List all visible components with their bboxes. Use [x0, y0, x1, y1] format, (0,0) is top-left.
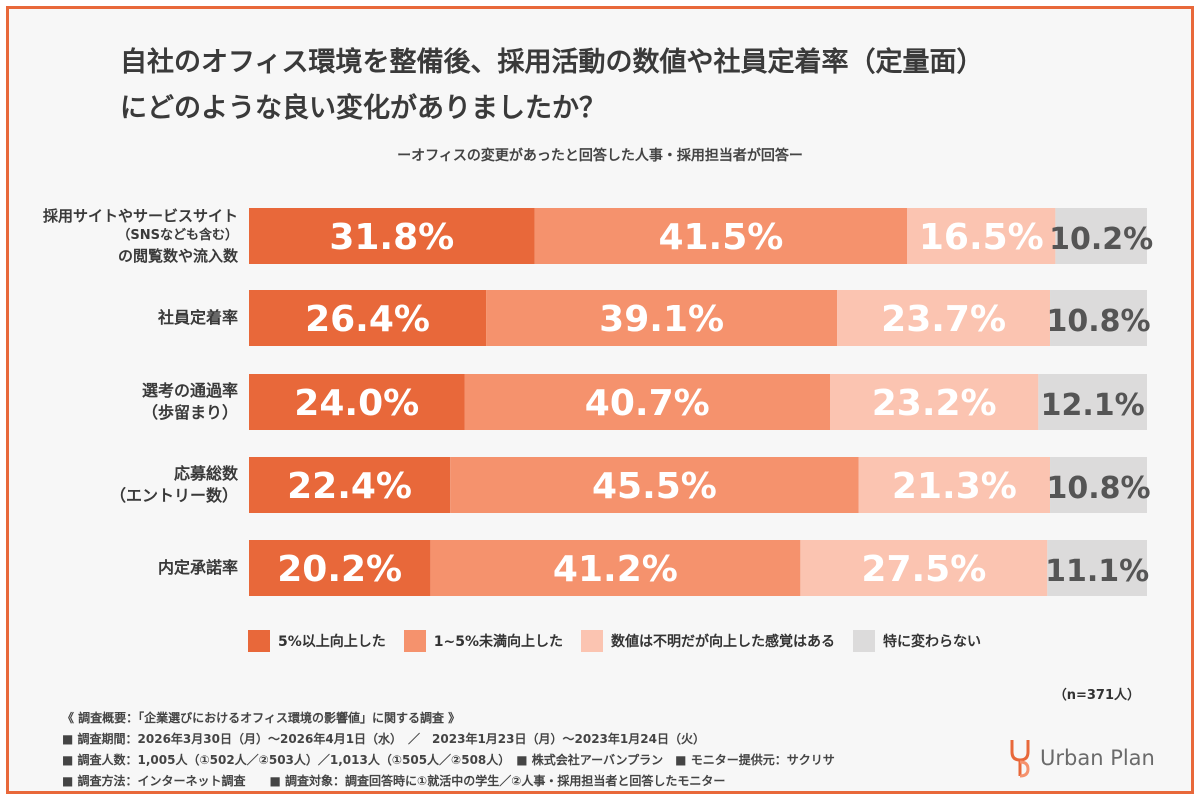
category-label-line: 応募総数: [173, 464, 238, 483]
bar-segment: [450, 457, 859, 513]
bar-value-label: 45.5%: [592, 466, 717, 507]
bar-row: 20.2% 41.2% 27.5% 11.1%: [249, 540, 1149, 596]
bar-value-label: 24.0%: [294, 383, 419, 424]
bar-segment: [1055, 208, 1147, 264]
category-label-line: の閲覧数や流入数: [117, 247, 238, 265]
bar-value-label: 21.3%: [892, 466, 1017, 507]
legend-item: 5%以上向上した: [248, 630, 386, 652]
bar-segment: [486, 290, 838, 346]
bar-segment: [249, 208, 535, 264]
survey-overview: 《 調査概要：「企業選びにおけるオフィス環境の影響値」に関する調査 》: [62, 711, 461, 725]
bar-value-label: 10.8%: [1046, 471, 1150, 506]
category-label-line: （SNSなども含む）: [117, 228, 238, 243]
bar-row: 24.0% 40.7% 23.2% 12.1%: [249, 374, 1147, 430]
bar-value-label: 26.4%: [305, 299, 430, 340]
legend-label: 特に変わらない: [883, 634, 982, 650]
bar-value-label: 12.1%: [1041, 388, 1145, 423]
category-label: 応募総数 （エントリー数）: [0, 463, 238, 507]
legend-swatch: [248, 630, 270, 652]
bar-segment: [1047, 540, 1147, 596]
bar-row: 31.8% 41.5% 16.5% 10.2%: [249, 208, 1153, 264]
title-line-1: 自社のオフィス環境を整備後、採用活動の数値や社員定着率（定量面）: [120, 47, 984, 78]
bar-value-label: 10.8%: [1046, 304, 1150, 339]
bar-value-label: 23.2%: [872, 383, 997, 424]
bar-segment: [534, 208, 908, 264]
legend-label: 5%以上向上した: [278, 634, 386, 650]
bar-value-label: 10.2%: [1049, 222, 1153, 257]
chart-subtitle: ーオフィスの変更があったと回答した人事・採用担当者が回答ー: [397, 148, 803, 164]
bar-segment: [1038, 374, 1147, 430]
survey-period: ■ 調査期間：2026年3月30日（月）～2026年4月1日（水） ／ 2023…: [62, 732, 705, 746]
bar-segment: [1050, 457, 1147, 513]
bar-value-label: 27.5%: [861, 549, 986, 590]
bar-value-label: 41.5%: [658, 217, 783, 258]
legend-label: 1~5%未満向上した: [433, 634, 564, 650]
bar-segment: [830, 374, 1039, 430]
bar-value-label: 20.2%: [277, 549, 402, 590]
legend-item: 数値は不明だが向上した感覚はある: [581, 630, 835, 652]
bar-value-label: 31.8%: [329, 217, 454, 258]
category-label-line: 社員定着率: [157, 308, 238, 327]
category-label: 内定承諾率: [0, 557, 238, 579]
category-label-line: （歩留まり）: [141, 403, 238, 422]
chart-title: 自社のオフィス環境を整備後、採用活動の数値や社員定着率（定量面） にどのような良…: [120, 40, 1120, 132]
legend-swatch: [581, 630, 604, 652]
bar-value-label: 39.1%: [599, 299, 724, 340]
legend-item: 1~5%未満向上した: [403, 630, 564, 652]
bar-value-label: 11.1%: [1045, 554, 1149, 589]
bar-segment: [907, 208, 1056, 264]
survey-respondents: ■ 調査人数：1,005人（①502人／②503人）／1,013人（①505人／…: [62, 753, 835, 767]
bar-row: 22.4% 45.5% 21.3% 10.8%: [249, 457, 1151, 513]
title-line-2: にどのような良い変化がありましたか？: [120, 93, 606, 124]
sample-size: （n=371人）: [1053, 688, 1140, 703]
bar-segment: [249, 290, 487, 346]
bar-value-label: 23.7%: [881, 299, 1006, 340]
category-label: 選考の通過率 （歩留まり）: [0, 380, 238, 424]
bar-segment: [249, 540, 431, 596]
legend-swatch: [853, 630, 876, 652]
survey-method: ■ 調査方法：インターネット調査 ■ 調査対象：調査回答時に①就活中の学生／②人…: [62, 774, 726, 788]
category-label: 社員定着率: [0, 307, 238, 329]
bar-value-label: 22.4%: [287, 466, 412, 507]
category-label-line: （エントリー数）: [109, 486, 238, 505]
bar-segment: [249, 457, 451, 513]
bar-segment: [858, 457, 1051, 513]
bar-value-label: 16.5%: [919, 217, 1044, 258]
bar-segment: [837, 290, 1051, 346]
chart-legend: 5%以上向上した 1~5%未満向上した 数値は不明だが向上した感覚はある 特に変わらな…: [248, 630, 999, 652]
legend-swatch: [403, 630, 426, 652]
brand: Urban Plan: [1008, 738, 1155, 778]
urban-plan-logo-icon: [1010, 740, 1030, 778]
category-label-line: 採用サイトやサービスサイト: [42, 207, 238, 225]
bar-segment: [464, 374, 831, 430]
bar-segment: [249, 374, 465, 430]
category-label: 採用サイトやサービスサイト （SNSなども含む） の閲覧数や流入数: [0, 206, 238, 266]
survey-notes: 《 調査概要：「企業選びにおけるオフィス環境の影響値」に関する調査 》 ■ 調査…: [62, 708, 835, 792]
bar-segment: [430, 540, 801, 596]
bar-segment: [800, 540, 1048, 596]
bar-value-label: 40.7%: [585, 383, 710, 424]
bar-segment: [1050, 290, 1147, 346]
category-label-line: 選考の通過率: [141, 381, 238, 400]
legend-item: 特に変わらない: [853, 630, 981, 652]
legend-label: 数値は不明だが向上した感覚はある: [611, 634, 836, 650]
brand-name: Urban Plan: [1040, 746, 1155, 770]
bar-value-label: 41.2%: [553, 549, 678, 590]
category-label-line: 内定承諾率: [157, 558, 238, 577]
bar-row: 26.4% 39.1% 23.7% 10.8%: [249, 290, 1151, 346]
